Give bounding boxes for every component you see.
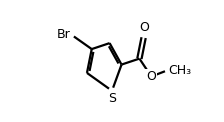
Text: S: S xyxy=(108,92,116,105)
Text: O: O xyxy=(139,21,149,34)
Text: CH₃: CH₃ xyxy=(168,64,191,77)
Text: Br: Br xyxy=(57,28,71,41)
Text: O: O xyxy=(146,70,156,83)
